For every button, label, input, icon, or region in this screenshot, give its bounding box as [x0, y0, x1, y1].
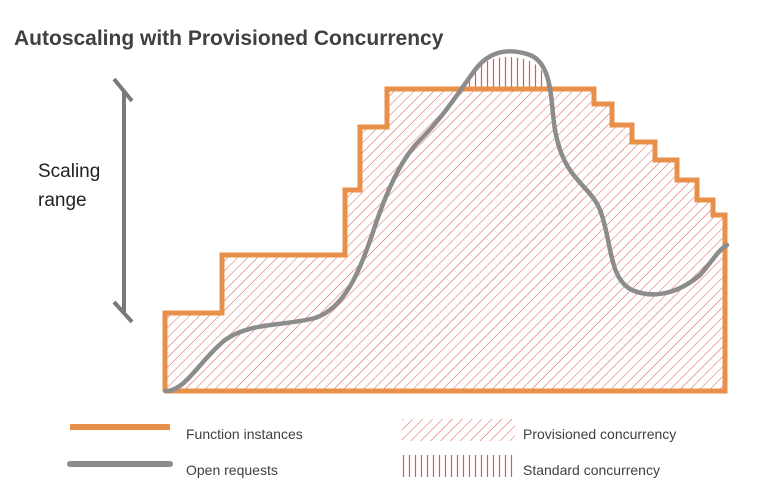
legend-function-instances-label: Function instances [186, 426, 303, 442]
diagram-title: Autoscaling with Provisioned Concurrency [14, 27, 444, 50]
legend-standard-label: Standard concurrency [523, 462, 660, 478]
scaling-range-label-line1: Scaling [38, 161, 101, 182]
legend-standard-swatch [402, 455, 515, 477]
provisioned-concurrency-area [165, 89, 725, 391]
function-instances-line [162, 86, 728, 394]
scaling-range-label-line2: range [38, 190, 87, 211]
legend-provisioned-label: Provisioned concurrency [523, 426, 677, 442]
standard-concurrency-area [460, 57, 550, 89]
legend-open-requests-label: Open requests [186, 462, 278, 478]
legend-provisioned-swatch [402, 419, 515, 441]
scaling-range-label: Scaling range [38, 157, 100, 215]
open-requests-line [162, 49, 730, 394]
scaling-range-arrow [112, 77, 134, 324]
